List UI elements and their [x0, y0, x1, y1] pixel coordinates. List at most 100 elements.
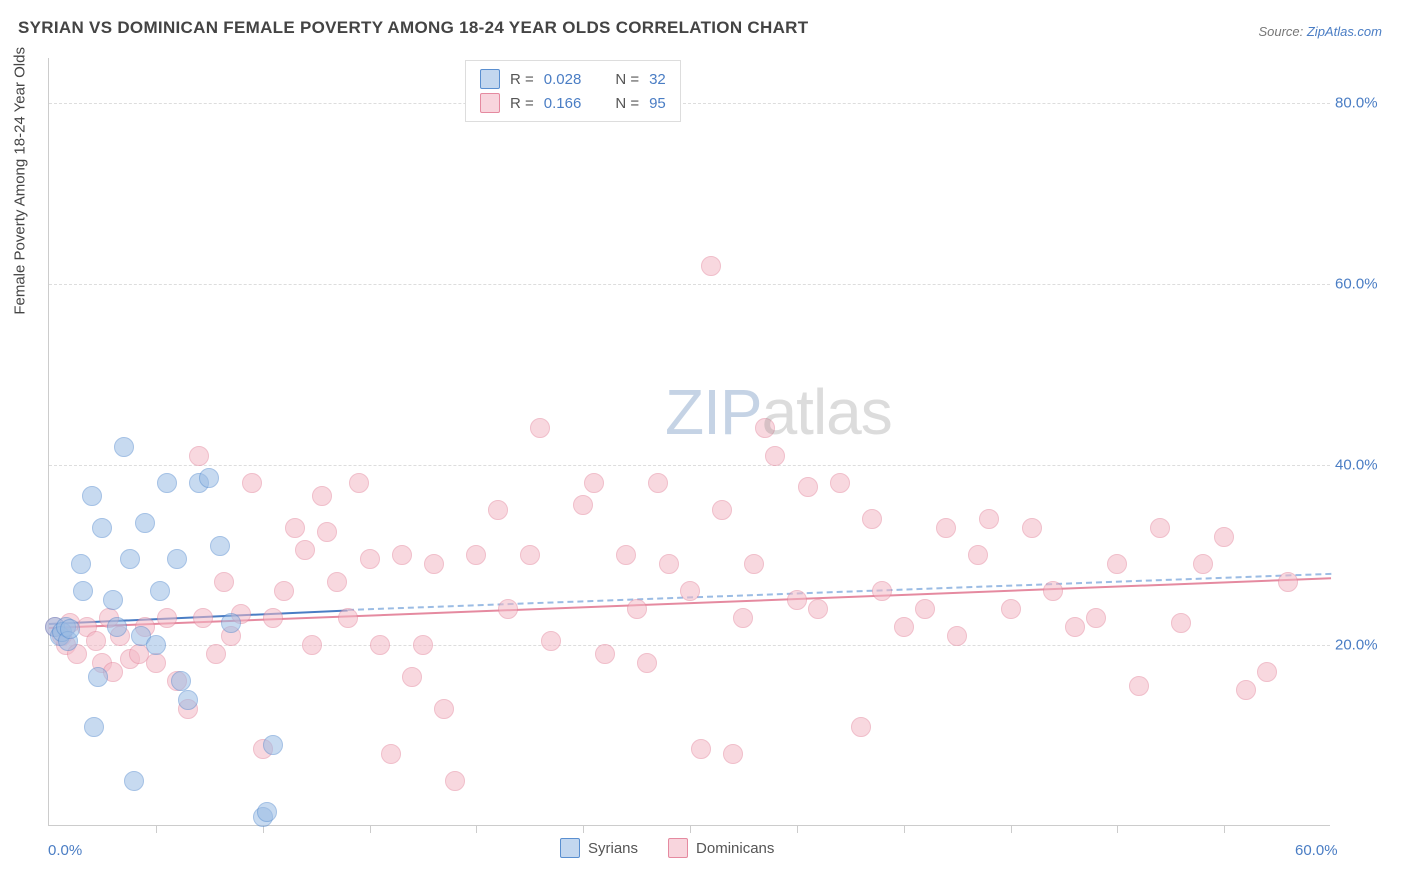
legend-label: Dominicans — [696, 840, 774, 857]
x-tick — [583, 825, 584, 833]
scatter-point-dominican — [712, 500, 732, 520]
scatter-point-syrian — [146, 635, 166, 655]
scatter-point-dominican — [157, 608, 177, 628]
chart-title: SYRIAN VS DOMINICAN FEMALE POVERTY AMONG… — [18, 18, 808, 38]
x-tick — [904, 825, 905, 833]
legend-item-syrians: Syrians — [560, 838, 638, 858]
scatter-point-dominican — [765, 446, 785, 466]
source-link[interactable]: ZipAtlas.com — [1307, 24, 1382, 39]
scatter-point-dominican — [1022, 518, 1042, 538]
scatter-point-dominican — [193, 608, 213, 628]
n-value: 32 — [649, 71, 666, 88]
scatter-point-syrian — [107, 617, 127, 637]
scatter-point-dominican — [595, 644, 615, 664]
grid-line — [49, 103, 1330, 104]
scatter-point-dominican — [285, 518, 305, 538]
y-tick-label: 20.0% — [1335, 637, 1390, 654]
scatter-point-dominican — [274, 581, 294, 601]
scatter-point-dominican — [830, 473, 850, 493]
scatter-point-dominican — [402, 667, 422, 687]
scatter-point-syrian — [167, 549, 187, 569]
scatter-point-dominican — [680, 581, 700, 601]
swatch-icon — [560, 838, 580, 858]
scatter-point-dominican — [1086, 608, 1106, 628]
scatter-point-dominican — [317, 522, 337, 542]
n-label: N = — [615, 95, 639, 112]
x-axis-min-label: 0.0% — [48, 842, 82, 859]
scatter-point-dominican — [1193, 554, 1213, 574]
legend-item-dominicans: Dominicans — [668, 838, 774, 858]
scatter-point-dominican — [1129, 676, 1149, 696]
source-prefix: Source: — [1258, 24, 1306, 39]
scatter-point-dominican — [648, 473, 668, 493]
scatter-point-dominican — [1065, 617, 1085, 637]
scatter-point-dominican — [424, 554, 444, 574]
scatter-point-dominican — [787, 590, 807, 610]
scatter-point-dominican — [295, 540, 315, 560]
scatter-point-syrian — [221, 613, 241, 633]
scatter-point-dominican — [1043, 581, 1063, 601]
scatter-point-dominican — [541, 631, 561, 651]
y-axis-title: Female Poverty Among 18-24 Year Olds — [12, 47, 29, 315]
scatter-point-dominican — [242, 473, 262, 493]
scatter-point-syrian — [120, 549, 140, 569]
scatter-point-dominican — [189, 446, 209, 466]
scatter-point-syrian — [178, 690, 198, 710]
scatter-point-syrian — [150, 581, 170, 601]
scatter-point-dominican — [498, 599, 518, 619]
y-tick-label: 60.0% — [1335, 275, 1390, 292]
scatter-point-dominican — [872, 581, 892, 601]
scatter-point-dominican — [520, 545, 540, 565]
scatter-point-dominican — [302, 635, 322, 655]
scatter-point-syrian — [103, 590, 123, 610]
x-tick — [1011, 825, 1012, 833]
correlation-legend: R = 0.028N = 32R = 0.166N = 95 — [465, 60, 681, 122]
scatter-point-dominican — [381, 744, 401, 764]
scatter-point-syrian — [84, 717, 104, 737]
regression-line-syrians-extended — [348, 573, 1331, 611]
scatter-point-syrian — [88, 667, 108, 687]
scatter-point-dominican — [979, 509, 999, 529]
scatter-point-dominican — [1278, 572, 1298, 592]
x-tick — [156, 825, 157, 833]
grid-line — [49, 284, 1330, 285]
scatter-point-dominican — [1150, 518, 1170, 538]
scatter-point-dominican — [637, 653, 657, 673]
scatter-point-dominican — [851, 717, 871, 737]
scatter-point-dominican — [573, 495, 593, 515]
grid-line — [49, 645, 1330, 646]
scatter-point-dominican — [915, 599, 935, 619]
scatter-point-dominican — [370, 635, 390, 655]
scatter-point-dominican — [1171, 613, 1191, 633]
scatter-point-dominican — [968, 545, 988, 565]
scatter-point-dominican — [723, 744, 743, 764]
scatter-point-syrian — [60, 619, 80, 639]
scatter-point-syrian — [71, 554, 91, 574]
scatter-point-dominican — [744, 554, 764, 574]
scatter-point-syrian — [171, 671, 191, 691]
scatter-point-dominican — [798, 477, 818, 497]
y-tick-label: 80.0% — [1335, 95, 1390, 112]
x-tick — [1117, 825, 1118, 833]
scatter-point-dominican — [616, 545, 636, 565]
r-value: 0.028 — [544, 71, 582, 88]
scatter-point-dominican — [392, 545, 412, 565]
x-tick — [690, 825, 691, 833]
scatter-point-syrian — [92, 518, 112, 538]
scatter-point-dominican — [434, 699, 454, 719]
scatter-point-dominican — [627, 599, 647, 619]
x-tick — [370, 825, 371, 833]
swatch-icon — [668, 838, 688, 858]
scatter-point-dominican — [755, 418, 775, 438]
scatter-point-dominican — [413, 635, 433, 655]
scatter-point-dominican — [466, 545, 486, 565]
legend-label: Syrians — [588, 840, 638, 857]
scatter-point-dominican — [488, 500, 508, 520]
scatter-point-dominican — [733, 608, 753, 628]
x-tick — [797, 825, 798, 833]
scatter-point-syrian — [135, 513, 155, 533]
scatter-point-dominican — [808, 599, 828, 619]
swatch-icon — [480, 93, 500, 113]
scatter-point-dominican — [263, 608, 283, 628]
scatter-point-dominican — [360, 549, 380, 569]
